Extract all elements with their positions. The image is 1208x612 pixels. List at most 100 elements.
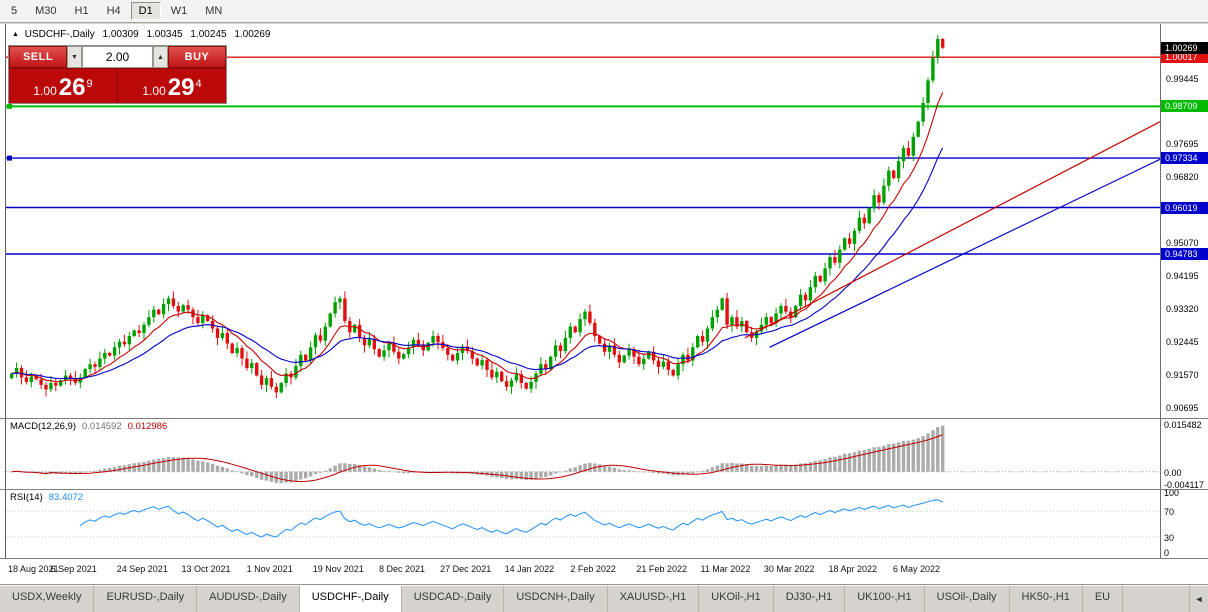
price-scale[interactable]: 0.99445 0.97695 0.96820 0.95070 0.94195 0.933… (1161, 24, 1208, 558)
collapse-panel-icon[interactable]: ▲ (12, 31, 19, 38)
date-label: 19 Nov 2021 (312, 564, 364, 574)
rsi-scale-label: 70 (1164, 507, 1175, 518)
rsi-pane-divider[interactable] (0, 489, 1208, 490)
time-axis[interactable]: 18 Aug 2021 6 Sep 2021 24 Sep 2021 13 Oct 2… (0, 559, 1208, 584)
quote-row: 1.00 26 9 1.00 29 4 (9, 68, 226, 103)
tabs-scroll-left-button[interactable]: ◄ (1189, 586, 1208, 612)
price-tick-label: 0.90695 (1166, 402, 1199, 413)
date-label: 2 Feb 2022 (570, 564, 616, 574)
time-axis-divider (0, 558, 1208, 559)
chart-tab-usdchf-daily[interactable]: USDCHF-,Daily (299, 586, 402, 612)
price-tick-label: 0.92445 (1166, 336, 1199, 347)
chart-tab-ukoil-h1[interactable]: UKOil-,H1 (699, 586, 774, 612)
timeframe-toolbar: 5 M30 H1 H4 D1 W1 MN (0, 0, 1208, 23)
date-label: 14 Jan 2022 (504, 564, 555, 574)
chart-tab-usdcad-daily[interactable]: USDCAD-,Daily (402, 586, 505, 612)
buy-price-display[interactable]: 1.00 29 4 (118, 69, 226, 103)
timeframe-button-w1[interactable]: W1 (170, 5, 188, 17)
timeframe-button-d1[interactable]: D1 (130, 2, 161, 20)
volume-decrease-button[interactable]: ▼ (67, 46, 82, 68)
buy-button[interactable]: BUY (168, 46, 226, 68)
date-label: 30 Mar 2022 (763, 564, 815, 574)
sell-button[interactable]: SELL (9, 46, 67, 68)
buy-price-whole: 1.00 (142, 84, 166, 98)
chart-tab-usoil-daily[interactable]: USOil-,Daily (925, 586, 1010, 612)
date-label: 11 Mar 2022 (700, 564, 751, 574)
timeframe-button-5[interactable]: 5 (11, 5, 18, 17)
line-handle[interactable] (7, 103, 12, 109)
price-level-badge: 0.96019 (1161, 201, 1208, 214)
chart-tab-usdcnh-daily[interactable]: USDCNH-,Daily (504, 586, 608, 612)
price-level-badge: 1.00017 (1161, 51, 1208, 64)
date-label: 27 Dec 2021 (440, 564, 492, 574)
date-label: 6 Sep 2021 (50, 564, 97, 574)
macd-indicator-label: MACD(12,26,9) 0.014592 0.012986 (10, 421, 173, 432)
chart-tab-eurusd-daily[interactable]: EURUSD-,Daily (94, 586, 198, 612)
timeframe-button-mn[interactable]: MN (205, 5, 223, 17)
sell-price-whole: 1.00 (33, 84, 57, 98)
volume-increase-button[interactable]: ▲ (153, 46, 168, 68)
chart-tab-hk50-h1[interactable]: HK50-,H1 (1010, 586, 1083, 612)
ohlc-high-value: 1.00345 (146, 29, 183, 40)
trendline-red[interactable] (744, 121, 1161, 339)
price-level-badge: 0.97334 (1161, 152, 1208, 165)
macd-pane-divider[interactable] (0, 418, 1208, 419)
ohlc-close-value: 1.00269 (234, 29, 271, 40)
sell-price-display[interactable]: 1.00 26 9 (9, 69, 117, 103)
price-tick-label: 0.97695 (1166, 139, 1199, 150)
date-label: 1 Nov 2021 (246, 564, 293, 574)
trade-controls-row: SELL ▼ ▲ BUY (9, 46, 226, 68)
line-handle[interactable] (7, 155, 12, 161)
date-label: 18 Aug 2021 (8, 564, 59, 574)
ohlc-open-value: 1.00309 (102, 29, 139, 40)
price-tick-label: 0.96820 (1166, 172, 1199, 183)
chart-tab-eu[interactable]: EU (1083, 586, 1124, 612)
macd-signal-value: 0.012986 (127, 421, 168, 432)
rsi-value: 83.4072 (48, 492, 84, 503)
chart-tab-dj30-h1[interactable]: DJ30-,H1 (774, 586, 846, 612)
macd-scale-label: -0.004117 (1164, 480, 1204, 491)
chart-symbol-label: USDCHF-,Daily (24, 29, 95, 40)
date-label: 13 Oct 2021 (181, 564, 231, 574)
macd-signal-line (11, 434, 943, 483)
moving-average-slow[interactable] (11, 147, 944, 380)
rsi-indicator-label: RSI(14) 83.4072 (10, 492, 89, 503)
date-label: 18 Apr 2022 (828, 564, 878, 574)
macd-name: MACD(12,26,9) (10, 421, 76, 432)
price-tick-label: 0.95070 (1166, 238, 1199, 249)
chart-tab-xauusd-h1[interactable]: XAUUSD-,H1 (608, 586, 700, 612)
timeframe-button-m30[interactable]: M30 (35, 5, 57, 17)
date-label: 24 Sep 2021 (116, 564, 168, 574)
rsi-scale-label: 30 (1164, 532, 1175, 543)
date-label: 21 Feb 2022 (636, 564, 687, 574)
price-level-badge: 0.98709 (1161, 100, 1208, 113)
moving-average-fast[interactable] (11, 92, 944, 383)
timeframe-button-h1[interactable]: H1 (74, 5, 89, 17)
price-tick-label: 0.94195 (1166, 271, 1199, 282)
rsi-scale-label: 100 (1164, 488, 1180, 498)
ohlc-low-value: 1.00245 (190, 29, 227, 40)
buy-price-point: 4 (195, 78, 202, 90)
macd-scale-label: 0.00 (1164, 467, 1182, 478)
timeframe-button-h4[interactable]: H4 (106, 5, 121, 17)
date-label: 6 May 2022 (892, 564, 941, 574)
current-price-badge: 1.00269 (1161, 41, 1208, 54)
date-label: 8 Dec 2021 (378, 564, 426, 574)
volume-input[interactable] (82, 46, 153, 68)
sell-price-pips: 26 (58, 74, 86, 101)
buy-price-pips: 29 (167, 74, 195, 101)
chart-tab-uk100-h1[interactable]: UK100-,H1 (845, 586, 925, 612)
chart-tab-audusd-daily[interactable]: AUDUSD-,Daily (197, 586, 300, 612)
price-scale-separator (1160, 24, 1161, 558)
trendline-blue[interactable] (769, 158, 1161, 348)
chart-header: ▲ USDCHF-,Daily 1.00309 1.00345 1.00245 … (12, 29, 275, 40)
tabbar-divider (0, 584, 1208, 585)
rsi-line (79, 499, 943, 538)
chart-tab-bar: USDX,Weekly EURUSD-,Daily AUDUSD-,Daily USD… (0, 585, 1208, 612)
chart-tab-usdx-weekly[interactable]: USDX,Weekly (0, 586, 95, 612)
chart-left-border (5, 24, 6, 558)
rsi-name: RSI(14) (10, 492, 43, 503)
macd-value: 0.014592 (82, 421, 122, 432)
price-tick-label: 0.99445 (1166, 73, 1199, 84)
